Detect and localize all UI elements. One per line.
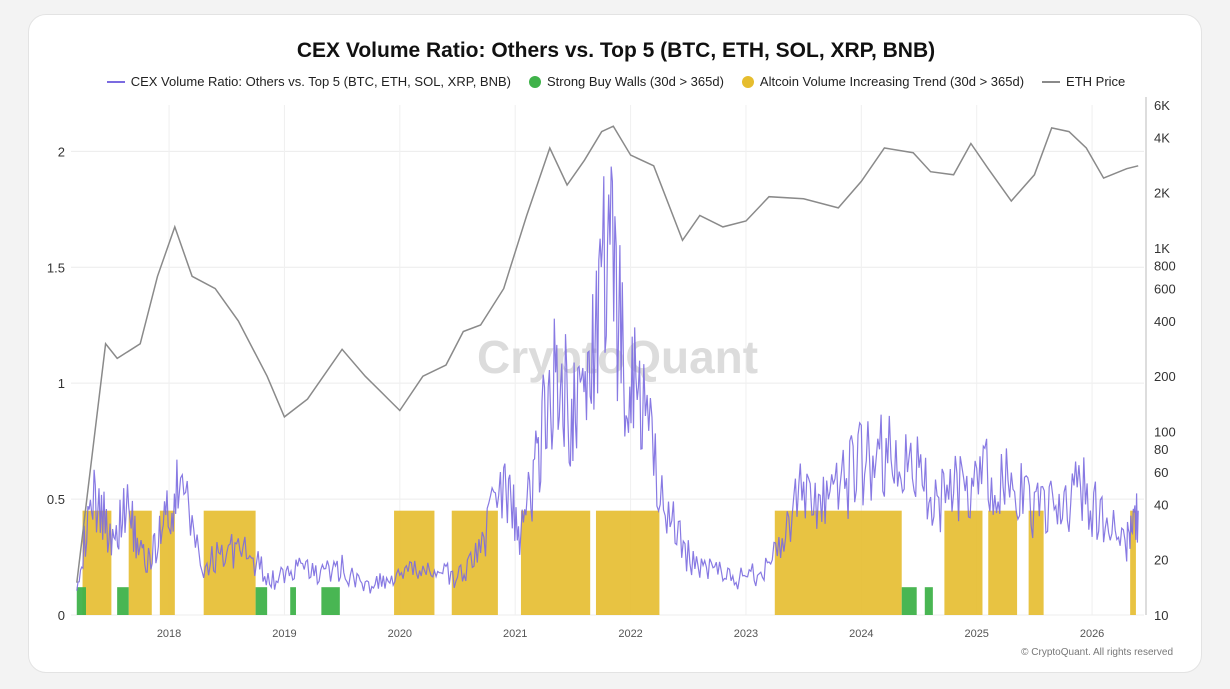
legend-item-strong-buy-walls[interactable]: Strong Buy Walls (30d > 365d) — [528, 74, 724, 89]
y-right-tick-label: 60 — [1154, 465, 1168, 480]
legend-label-ratio: CEX Volume Ratio: Others vs. Top 5 (BTC,… — [130, 74, 511, 89]
altcoin-trend-bar — [520, 510, 591, 615]
y-right-tick-label: 100 — [1154, 424, 1176, 439]
legend-swatch-strong-buy-walls — [528, 75, 541, 88]
altcoin-trend-bar — [128, 510, 152, 615]
altcoin-trend-bar — [944, 510, 983, 615]
y-right-tick-label: 600 — [1154, 282, 1176, 297]
legend-item-altcoin-volume-trend[interactable]: Altcoin Volume Increasing Trend (30d > 3… — [741, 74, 1025, 89]
y-right-tick-label: 800 — [1154, 259, 1176, 274]
eth-price-series — [76, 125, 1139, 583]
credit: © CryptoQuant. All rights reserved — [1021, 647, 1173, 658]
y-left-tick-label: 0.5 — [47, 492, 65, 507]
x-tick-label: 2018 — [157, 628, 181, 640]
y-right-tick-label: 4K — [1154, 130, 1170, 145]
strong-buy-wall-bar — [290, 587, 296, 615]
y-left-tick-label: 1.5 — [47, 260, 65, 275]
y-right-tick-label: 80 — [1154, 442, 1168, 457]
legend-label-eth-price: ETH Price — [1066, 74, 1126, 89]
legend-label-altcoin-volume-trend: Altcoin Volume Increasing Trend (30d > 3… — [759, 74, 1025, 89]
legend-swatch-eth-price — [1042, 80, 1061, 83]
y-right-tick-label: 6K — [1154, 98, 1170, 113]
x-tick-label: 2025 — [964, 628, 988, 640]
y-right-tick-label: 1K — [1154, 241, 1170, 256]
strong-buy-wall-bar — [76, 587, 86, 615]
y-right-tick-label: 40 — [1154, 497, 1168, 512]
y-right-tick-label: 2K — [1154, 186, 1170, 201]
y-right-tick-label: 10 — [1154, 608, 1168, 623]
altcoin-trend-bar — [203, 510, 256, 615]
strong-buy-wall-bar — [321, 587, 340, 615]
strong-buy-wall-bar — [117, 587, 129, 615]
legend: CEX Volume Ratio: Others vs. Top 5 (BTC,… — [29, 74, 1203, 89]
x-tick-label: 2024 — [849, 628, 873, 640]
altcoin-trend-bar — [595, 510, 660, 615]
strong-buy-wall-bar — [255, 587, 268, 615]
strong-buy-wall-bar — [924, 587, 933, 615]
altcoin-trend-bar — [988, 510, 1018, 615]
y-left-tick-label: 2 — [58, 144, 65, 159]
altcoin-trend-bar — [1130, 510, 1136, 615]
ratio-series — [76, 166, 1139, 594]
chart-svg: CryptoQuant 00.511.521020406080100200400… — [47, 97, 1176, 640]
legend-swatch-ratio — [106, 80, 125, 83]
legend-item-ratio[interactable]: CEX Volume Ratio: Others vs. Top 5 (BTC,… — [106, 74, 511, 89]
legend-swatch-altcoin-volume-trend — [741, 75, 754, 88]
x-tick-label: 2022 — [618, 628, 642, 640]
y-left-tick-label: 1 — [58, 376, 65, 391]
altcoin-trend-bar — [159, 510, 175, 615]
legend-item-eth-price[interactable]: ETH Price — [1042, 74, 1125, 89]
x-tick-label: 2023 — [734, 628, 758, 640]
y-right-tick-label: 400 — [1154, 314, 1176, 329]
axes: 0 0.5 1 1.5 2 10 20 40 60 80 100 200 400 600 800 1K 2K 4K… — [47, 97, 1176, 640]
chart-title: CEX Volume Ratio: Others vs. Top 5 (BTC,… — [296, 39, 936, 62]
x-tick-label: 2019 — [272, 628, 296, 640]
ratio-line — [76, 166, 1139, 594]
legend-label-strong-buy-walls: Strong Buy Walls (30d > 365d) — [546, 74, 724, 89]
y-left-tick-label: 0 — [58, 608, 65, 623]
altcoin-trend-bar — [774, 510, 902, 615]
signal-bands — [76, 510, 1136, 615]
eth-price-line — [76, 125, 1139, 583]
y-right-tick-label: 200 — [1154, 369, 1176, 384]
strong-buy-wall-bar — [901, 587, 917, 615]
x-tick-label: 2020 — [388, 628, 412, 640]
x-tick-label: 2026 — [1080, 628, 1104, 640]
y-right-tick-label: 20 — [1154, 553, 1168, 568]
x-tick-label: 2021 — [503, 628, 527, 640]
chart-card: CEX Volume Ratio: Others vs. Top 5 (BTC,… — [28, 14, 1202, 673]
